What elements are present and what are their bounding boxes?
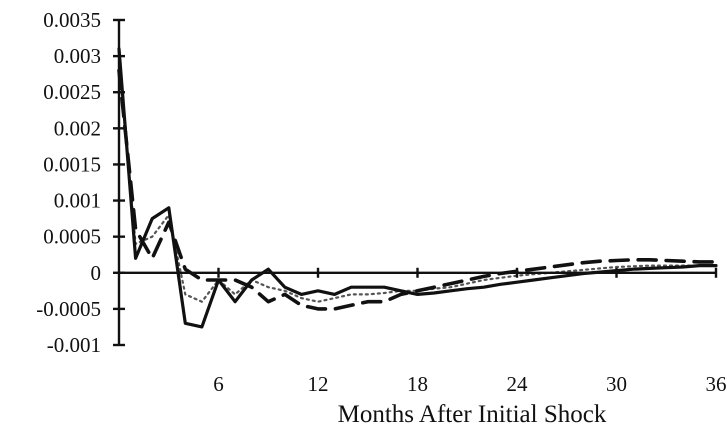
series-line-dotted: [117, 62, 718, 303]
x-tick-label: 24: [507, 372, 529, 396]
y-tick-label: 0.002: [54, 116, 101, 140]
x-axis-label: Months After Initial Shock: [338, 401, 607, 428]
x-tick-label: 18: [407, 372, 428, 396]
y-tick-label: 0.0015: [43, 152, 101, 176]
y-tick-label: 0: [91, 261, 102, 285]
x-tick-label: 30: [606, 372, 627, 396]
x-tick-layer: 6 12 18 24 30 36: [213, 267, 727, 396]
series-layer: [117, 47, 718, 329]
x-tick-label: 12: [308, 372, 329, 396]
y-tick-label: 0.001: [54, 189, 101, 213]
axis-layer: [117, 20, 716, 345]
y-tick-label: 0.0005: [43, 225, 101, 249]
x-tick-label: 6: [213, 372, 224, 396]
series-line-solid: [117, 47, 718, 329]
y-tick-label: -0.001: [47, 333, 101, 357]
x-tick-label: 36: [706, 372, 727, 396]
y-tick-label: 0.0035: [43, 8, 101, 32]
y-tick-label: 0.0025: [43, 80, 101, 104]
y-tick-label: -0.0005: [36, 297, 101, 321]
y-tick-label: 0.003: [54, 44, 101, 68]
y-tick-layer: 0.0035 0.003 0.0025 0.002 0.0015 0.001 0.0005 0…: [36, 8, 125, 357]
